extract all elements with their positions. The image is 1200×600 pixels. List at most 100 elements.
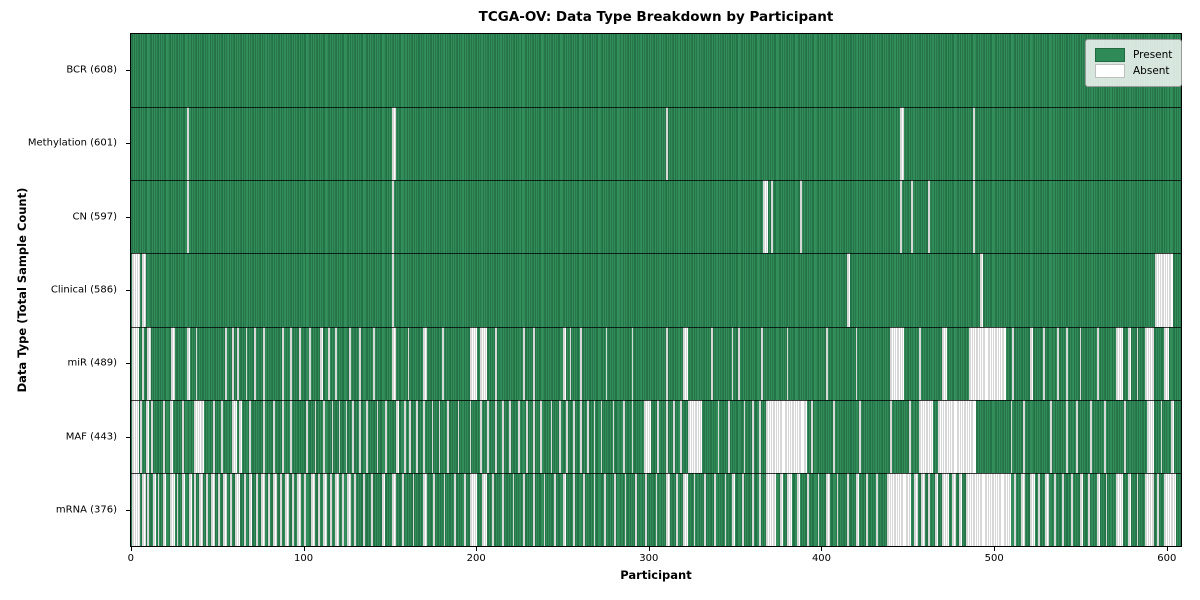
absent-segment xyxy=(223,472,227,546)
absent-segment xyxy=(1014,472,1016,546)
absent-segment xyxy=(1136,326,1139,400)
y-tick-label: Clinical (586) xyxy=(50,284,117,296)
absent-segment xyxy=(447,399,449,473)
x-tick-label: 0 xyxy=(127,553,135,564)
absent-segment xyxy=(502,399,505,473)
absent-segment xyxy=(741,472,744,546)
absent-segment xyxy=(457,399,460,473)
absent-segment xyxy=(635,472,637,546)
absent-segment xyxy=(890,399,892,473)
absent-segment xyxy=(703,472,706,546)
absent-segment xyxy=(323,399,325,473)
absent-segment xyxy=(230,472,232,546)
y-tick-mark xyxy=(126,290,130,291)
absent-segment xyxy=(140,399,143,473)
absent-segment xyxy=(562,326,567,400)
absent-segment xyxy=(1065,326,1068,400)
absent-segment xyxy=(319,326,324,400)
absent-segment xyxy=(643,399,651,473)
absent-segment xyxy=(187,180,189,254)
absent-segment xyxy=(672,399,675,473)
absent-segment xyxy=(423,399,425,473)
absent-segment xyxy=(762,180,768,254)
absent-segment xyxy=(442,326,444,400)
y-tick-label: CN (597) xyxy=(72,211,117,223)
absent-segment xyxy=(714,472,717,546)
absent-segment xyxy=(131,472,141,546)
x-tick-mark xyxy=(994,547,996,551)
absent-segment xyxy=(362,472,365,546)
absent-segment xyxy=(1157,472,1159,546)
absent-segment xyxy=(543,472,546,546)
present-swatch-icon xyxy=(1095,48,1125,62)
absent-segment xyxy=(900,180,903,254)
absent-segment xyxy=(817,472,820,546)
absent-segment xyxy=(1103,399,1106,473)
y-tick-mark xyxy=(126,216,130,218)
absent-segment xyxy=(771,180,773,254)
chart-title: TCGA-OV: Data Type Breakdown by Particip… xyxy=(478,9,834,25)
absent-segment xyxy=(965,472,1011,546)
row-separator xyxy=(131,107,1181,109)
absent-segment xyxy=(645,472,648,546)
legend-item-present: Present xyxy=(1095,48,1172,62)
absent-segment xyxy=(1038,472,1041,546)
absent-segment xyxy=(683,326,689,400)
absent-segment xyxy=(1155,253,1173,327)
absent-segment xyxy=(859,399,861,473)
x-tick-label: 200 xyxy=(466,553,486,564)
row-separator xyxy=(131,472,1181,474)
absent-segment xyxy=(921,472,925,546)
absent-segment xyxy=(345,399,348,473)
heatmap-row-mRNA xyxy=(131,472,1181,546)
absent-segment xyxy=(131,253,141,327)
absent-segment xyxy=(1050,399,1053,473)
absent-segment xyxy=(938,399,977,473)
absent-segment xyxy=(1076,399,1078,473)
absent-segment xyxy=(495,399,498,473)
absent-segment xyxy=(583,472,586,546)
absent-segment xyxy=(407,326,410,400)
x-tick-mark xyxy=(130,547,132,551)
absent-segment xyxy=(752,472,754,546)
absent-segment xyxy=(238,399,243,473)
absent-segment xyxy=(469,472,477,546)
absent-segment xyxy=(523,472,525,546)
absent-segment xyxy=(464,472,467,546)
absent-segment xyxy=(297,472,301,546)
absent-segment xyxy=(454,472,456,546)
absent-segment xyxy=(1057,326,1059,400)
absent-segment xyxy=(666,326,668,400)
absent-segment xyxy=(495,326,498,400)
absent-segment xyxy=(666,107,668,181)
absent-segment xyxy=(523,326,525,400)
y-tick-label: miR (489) xyxy=(67,357,117,369)
absent-segment xyxy=(666,399,668,473)
absent-segment xyxy=(431,399,434,473)
absent-segment xyxy=(847,472,849,546)
absent-segment xyxy=(392,326,396,400)
heatmap-row-CN xyxy=(131,180,1181,254)
y-tick-mark xyxy=(126,143,130,145)
absent-segment xyxy=(433,472,436,546)
absent-segment xyxy=(469,399,472,473)
absent-segment xyxy=(328,326,331,400)
absent-segment xyxy=(309,326,312,400)
absent-segment xyxy=(1022,399,1025,473)
absent-segment xyxy=(147,326,151,400)
absent-segment xyxy=(919,326,922,400)
absent-segment xyxy=(683,472,689,546)
absent-segment xyxy=(280,472,282,546)
x-tick-mark xyxy=(1166,547,1168,551)
absent-segment xyxy=(359,326,362,400)
absent-segment xyxy=(142,472,146,546)
absent-segment xyxy=(1127,326,1132,400)
absent-segment xyxy=(338,399,341,473)
absent-segment xyxy=(335,326,337,400)
absent-segment xyxy=(934,472,939,546)
x-tick-label: 600 xyxy=(1157,553,1177,564)
y-tick-label: mRNA (376) xyxy=(55,504,117,516)
absent-segment xyxy=(1127,472,1132,546)
absent-segment xyxy=(371,472,374,546)
absent-segment xyxy=(147,472,150,546)
